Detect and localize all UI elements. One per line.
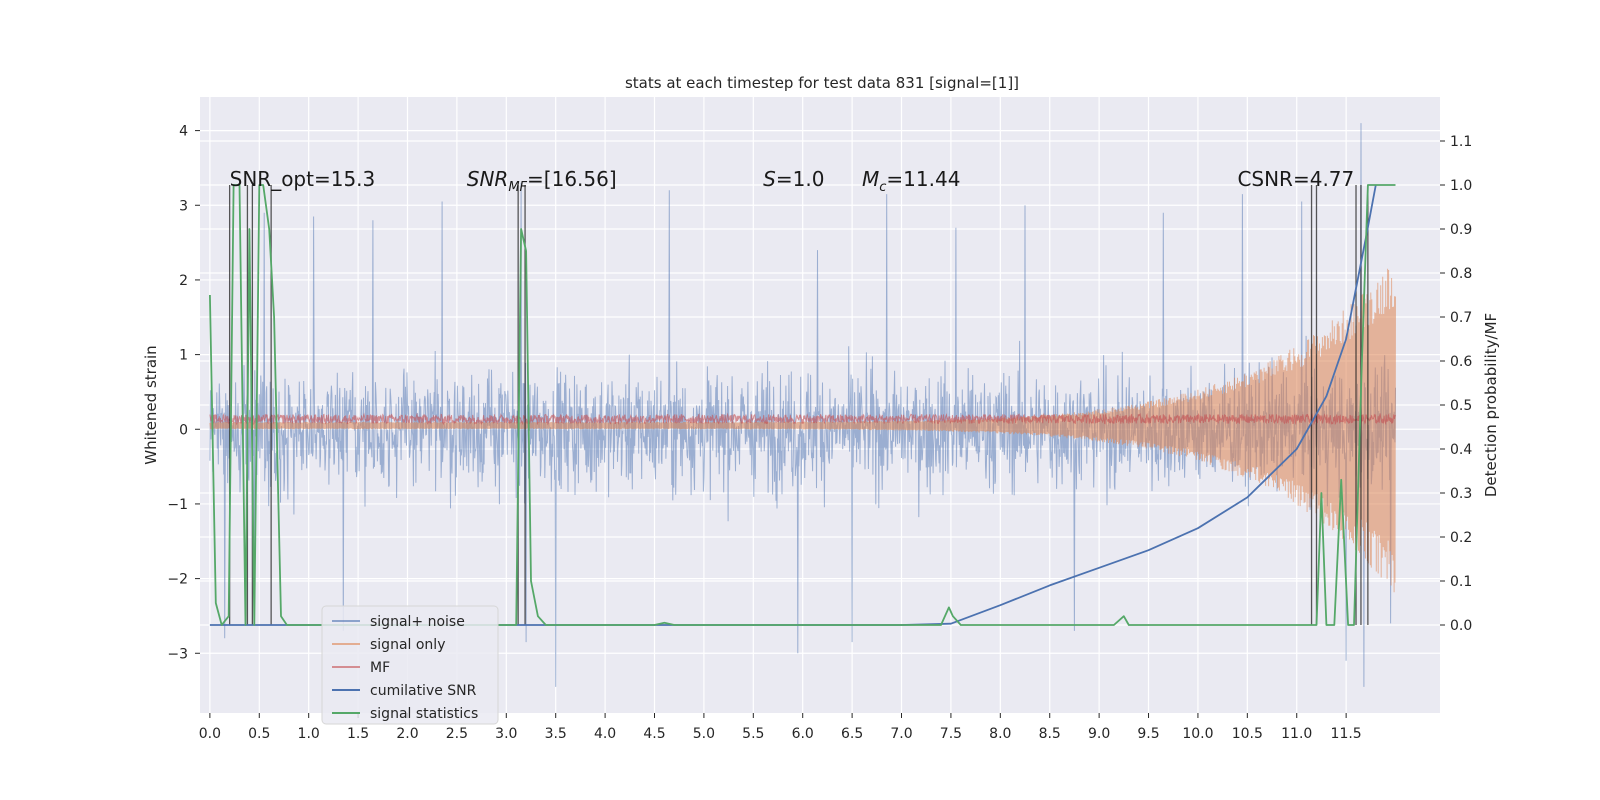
x-tick-label: 3.5: [545, 726, 567, 742]
x-tick-label: 7.5: [940, 726, 962, 742]
y-right-tick-label: 0.1: [1450, 574, 1472, 590]
x-axis: 0.0 0.5 1.0 1.5 2.0 2.5 3.0 3.5 4.0 4.5 5.0 5.5 6.0 6…: [199, 713, 1362, 742]
annotation-subscript: c: [879, 180, 886, 195]
y-tick-label: 2: [179, 273, 188, 289]
x-tick-label: 3.0: [495, 726, 517, 742]
legend-label: cumilative SNR: [370, 683, 477, 699]
x-tick-label: 5.0: [693, 726, 715, 742]
x-tick-label: 10.5: [1232, 726, 1263, 742]
series-signal-statistics: [209, 184, 1396, 626]
x-tick-label: 8.0: [989, 726, 1011, 742]
annotation-base: SNR: [467, 167, 509, 191]
x-tick-label: 8.5: [1039, 726, 1061, 742]
y-right-tick-label: 0.2: [1450, 530, 1472, 546]
annotation: Mc=11.44: [862, 167, 960, 195]
annotation-base: M: [862, 167, 879, 191]
x-tick-label: 2.5: [446, 726, 468, 742]
y-right-tick-label: 0.7: [1450, 310, 1472, 326]
legend-label: signal only: [370, 637, 445, 653]
y-right-tick-label: 0.8: [1450, 266, 1472, 282]
y-axis-label-left: Whitened strain: [142, 345, 160, 464]
y-right-tick-label: 0.3: [1450, 486, 1472, 502]
y-tick-label: −1: [167, 497, 188, 513]
y-axis-label-right: Detection probability/MF: [1482, 313, 1500, 497]
legend-label: signal statistics: [370, 706, 478, 722]
annotation: SNRMF=[16.56]: [467, 167, 617, 195]
x-tick-label: 7.0: [890, 726, 912, 742]
annotations: SNR_opt=15.3 SNRMF=[16.56] S=1.0 Mc=11.44 CS…: [230, 167, 1355, 195]
y-axis-left: −3 −2 −1 0 1 2 3 4: [167, 124, 200, 662]
y-right-tick-label: 0.6: [1450, 354, 1472, 370]
annotation: S=1.0: [763, 167, 824, 191]
y-right-tick-label: 1.1: [1450, 134, 1472, 150]
x-tick-label: 11.0: [1281, 726, 1312, 742]
annotation-base: S: [763, 167, 776, 191]
chart-title: stats at each timestep for test data 831…: [625, 74, 1019, 92]
y-tick-label: 0: [179, 422, 188, 438]
x-tick-label: 0.5: [248, 726, 270, 742]
series-mf: [209, 412, 1396, 426]
x-tick-label: 11.5: [1331, 726, 1362, 742]
y-right-tick-label: 1.0: [1450, 178, 1472, 194]
legend-label: MF: [370, 660, 390, 676]
y-right-tick-label: 0.4: [1450, 442, 1472, 458]
legend: signal+ noise signal only MF cumilative SNR…: [321, 605, 499, 725]
y-tick-label: −3: [167, 646, 188, 662]
x-tick-label: 5.5: [742, 726, 764, 742]
x-tick-label: 6.0: [792, 726, 814, 742]
y-tick-label: 4: [179, 124, 188, 140]
y-axis-right: 0.0 0.1 0.2 0.3 0.4 0.5 0.6 0.7 0.8 0.9 1.0 1.1: [1440, 134, 1472, 634]
x-tick-label: 1.0: [298, 726, 320, 742]
y-tick-label: −2: [167, 572, 188, 588]
annotation: CSNR=4.77: [1237, 167, 1354, 191]
x-tick-label: 10.0: [1182, 726, 1213, 742]
y-tick-label: 1: [179, 348, 188, 364]
annotation-value: =11.44: [886, 167, 960, 191]
annotation-value: =1.0: [776, 167, 825, 191]
x-tick-label: 2.0: [396, 726, 418, 742]
x-tick-label: 9.0: [1088, 726, 1110, 742]
legend-box: [321, 605, 499, 725]
y-tick-label: 3: [179, 198, 188, 214]
data-layer: [209, 123, 1396, 687]
annotation-subscript: MF: [508, 180, 527, 195]
x-tick-label: 9.5: [1137, 726, 1159, 742]
y-right-tick-label: 0.9: [1450, 222, 1472, 238]
legend-label: signal+ noise: [370, 614, 465, 630]
y-right-tick-label: 0.5: [1450, 398, 1472, 414]
x-tick-label: 1.5: [347, 726, 369, 742]
x-tick-label: 4.0: [594, 726, 616, 742]
annotation: SNR_opt=15.3: [230, 167, 376, 191]
x-tick-label: 4.5: [643, 726, 665, 742]
y-right-tick-label: 0.0: [1450, 618, 1472, 634]
series-cumulative-snr: [209, 184, 1377, 626]
x-tick-label: 6.5: [841, 726, 863, 742]
x-tick-label: 0.0: [199, 726, 221, 742]
annotation-value: =[16.56]: [527, 167, 617, 191]
